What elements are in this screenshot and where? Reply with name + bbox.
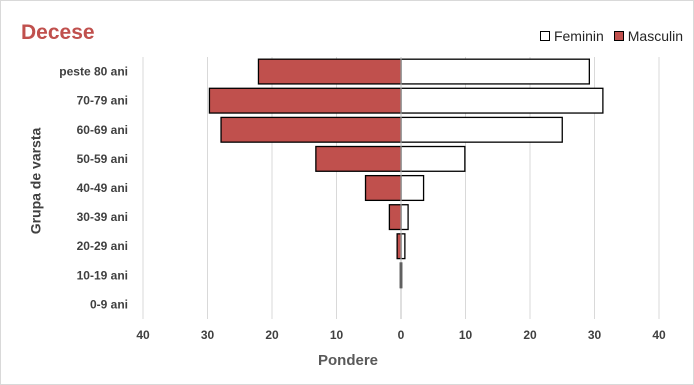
x-tick-label-4: 0 — [398, 328, 405, 342]
bar-masculin-2 — [220, 116, 402, 143]
bar-masculin-6 — [396, 233, 402, 260]
bar-feminin-0 — [400, 58, 590, 85]
bar-feminin-3 — [400, 145, 466, 172]
legend-label-masculin: Masculin — [627, 28, 683, 44]
y-axis-title: Grupa de varsta — [27, 127, 44, 235]
y-tick-label-7: 10-19 ani — [77, 268, 128, 282]
x-axis-title: Pondere — [317, 352, 378, 369]
y-tick-label-1: 70-79 ani — [77, 94, 128, 108]
x-tick-label-2: 20 — [265, 328, 279, 342]
bar-feminin-5 — [400, 204, 409, 231]
bar-feminin-2 — [400, 116, 563, 143]
y-tick-label-5: 30-39 ani — [77, 210, 128, 224]
y-tick-label-4: 40-49 ani — [77, 181, 128, 195]
x-tick-label-5: 10 — [459, 328, 473, 342]
legend-label-feminin: Feminin — [553, 28, 604, 44]
y-axis-title-wrap: Grupa de varsta — [5, 71, 65, 291]
y-tick-label-2: 60-69 ani — [77, 123, 128, 137]
bar-masculin-4 — [364, 174, 402, 202]
bar-feminin-1 — [400, 87, 604, 114]
x-tick-label-8: 40 — [652, 328, 666, 342]
legend-swatch-feminin — [539, 31, 550, 41]
x-tick-label-6: 20 — [523, 328, 537, 342]
y-tick-label-6: 20-29 ani — [77, 239, 128, 253]
bar-masculin-1 — [208, 87, 402, 114]
bar-masculin-0 — [257, 58, 402, 85]
y-tick-label-8: 0-9 ani — [90, 297, 128, 311]
bar-feminin-4 — [400, 174, 425, 202]
y-tick-label-0: peste 80 ani — [59, 65, 128, 79]
chart-title: Decese — [21, 21, 95, 44]
legend: Feminin Masculin — [530, 28, 683, 44]
x-tick-label-1: 30 — [201, 328, 215, 342]
bar-masculin-3 — [315, 145, 402, 172]
x-tick-label-3: 10 — [330, 328, 344, 342]
x-tick-label-0: 40 — [136, 328, 150, 342]
y-tick-label-3: 50-59 ani — [77, 152, 128, 166]
x-tick-label-7: 30 — [588, 328, 602, 342]
legend-swatch-masculin — [613, 31, 624, 41]
legend-item-masculin: Masculin — [613, 28, 683, 44]
legend-item-feminin: Feminin — [539, 28, 604, 44]
bar-masculin-5 — [388, 204, 402, 231]
